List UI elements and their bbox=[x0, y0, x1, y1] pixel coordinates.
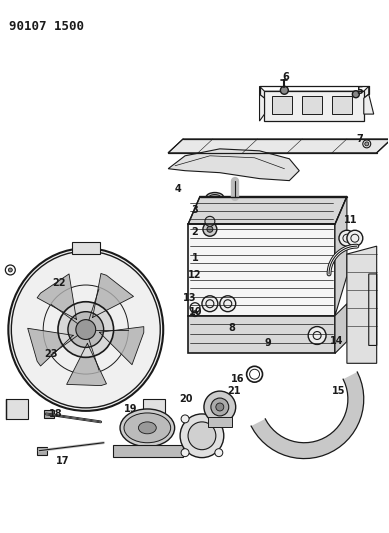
Circle shape bbox=[181, 415, 189, 423]
Text: 90107 1500: 90107 1500 bbox=[9, 20, 84, 33]
Polygon shape bbox=[188, 197, 347, 224]
Text: 22: 22 bbox=[52, 278, 66, 288]
Bar bbox=[188, 224, 335, 316]
Text: 16: 16 bbox=[231, 374, 244, 384]
Text: 11: 11 bbox=[344, 215, 357, 225]
Bar bbox=[6, 399, 28, 419]
Polygon shape bbox=[335, 304, 347, 353]
Bar bbox=[332, 96, 352, 114]
Ellipse shape bbox=[8, 248, 163, 411]
Circle shape bbox=[215, 449, 223, 457]
Circle shape bbox=[347, 230, 363, 246]
Bar bbox=[302, 96, 322, 114]
Text: 17: 17 bbox=[56, 456, 70, 466]
Bar bbox=[208, 417, 232, 427]
Circle shape bbox=[339, 230, 355, 246]
Text: 20: 20 bbox=[179, 394, 193, 404]
Ellipse shape bbox=[206, 192, 224, 203]
Bar bbox=[44, 410, 54, 418]
Text: 9: 9 bbox=[264, 338, 271, 349]
Text: 19: 19 bbox=[124, 404, 137, 414]
Circle shape bbox=[365, 142, 369, 146]
Polygon shape bbox=[251, 372, 364, 458]
Text: 14: 14 bbox=[330, 336, 344, 346]
Circle shape bbox=[202, 296, 218, 312]
Circle shape bbox=[203, 222, 217, 236]
Polygon shape bbox=[28, 328, 73, 366]
Polygon shape bbox=[335, 197, 347, 316]
Circle shape bbox=[76, 320, 96, 340]
Circle shape bbox=[216, 403, 224, 411]
Circle shape bbox=[308, 327, 326, 344]
Text: 6: 6 bbox=[282, 72, 289, 83]
Circle shape bbox=[8, 268, 12, 272]
Polygon shape bbox=[364, 94, 374, 114]
Polygon shape bbox=[168, 139, 389, 153]
Circle shape bbox=[220, 296, 236, 312]
Text: 10: 10 bbox=[189, 306, 203, 317]
Circle shape bbox=[207, 227, 213, 232]
Bar bbox=[144, 399, 165, 419]
Circle shape bbox=[181, 449, 189, 457]
Polygon shape bbox=[100, 327, 144, 365]
Polygon shape bbox=[67, 343, 107, 385]
Ellipse shape bbox=[138, 422, 156, 434]
Circle shape bbox=[68, 312, 103, 348]
Bar bbox=[72, 242, 100, 254]
Text: 8: 8 bbox=[228, 322, 235, 333]
Polygon shape bbox=[37, 274, 76, 319]
Text: 1: 1 bbox=[192, 253, 198, 263]
Circle shape bbox=[215, 415, 223, 423]
Polygon shape bbox=[259, 94, 265, 121]
Bar bbox=[265, 91, 364, 121]
Polygon shape bbox=[93, 273, 133, 318]
Text: 23: 23 bbox=[44, 349, 58, 359]
Text: 12: 12 bbox=[188, 270, 202, 280]
Polygon shape bbox=[168, 149, 299, 181]
Polygon shape bbox=[259, 86, 369, 98]
Ellipse shape bbox=[180, 414, 224, 458]
Circle shape bbox=[204, 391, 236, 423]
Text: 13: 13 bbox=[183, 293, 197, 303]
Text: 21: 21 bbox=[227, 386, 240, 396]
Bar bbox=[37, 447, 47, 455]
Ellipse shape bbox=[209, 195, 221, 200]
Text: 7: 7 bbox=[356, 134, 363, 144]
Text: 3: 3 bbox=[192, 205, 198, 215]
Ellipse shape bbox=[120, 409, 175, 447]
Text: 4: 4 bbox=[175, 183, 182, 193]
Circle shape bbox=[205, 216, 215, 227]
Text: 5: 5 bbox=[356, 86, 363, 96]
Text: 18: 18 bbox=[49, 409, 63, 419]
Polygon shape bbox=[347, 246, 377, 364]
Text: 2: 2 bbox=[192, 227, 198, 237]
Bar bbox=[112, 445, 183, 457]
Circle shape bbox=[280, 86, 288, 94]
Ellipse shape bbox=[188, 422, 216, 450]
Circle shape bbox=[58, 302, 114, 357]
Ellipse shape bbox=[124, 413, 171, 443]
Bar bbox=[188, 316, 335, 353]
Circle shape bbox=[211, 398, 229, 416]
Text: 15: 15 bbox=[332, 386, 346, 396]
Bar bbox=[272, 96, 292, 114]
Circle shape bbox=[352, 91, 359, 98]
